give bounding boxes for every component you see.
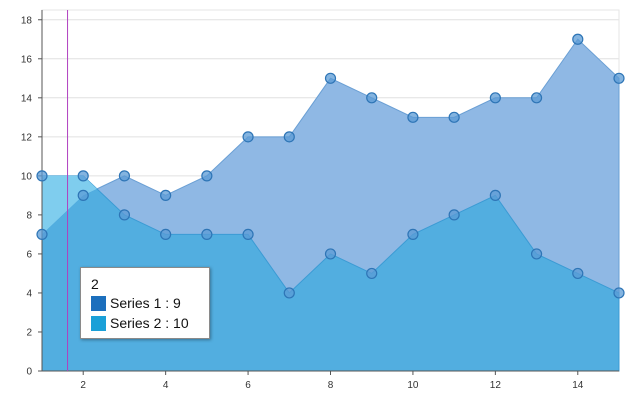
- x-tick-label-12: 12: [490, 380, 502, 391]
- series-2-point: [324, 248, 337, 260]
- x-tick-label-14: 14: [572, 380, 584, 391]
- tooltip-row-series-1: Series 1 : 9: [91, 295, 181, 311]
- series-1-point: [366, 92, 378, 104]
- tooltip-row-series-2: Series 2 : 10: [91, 315, 189, 331]
- series-2-point: [283, 287, 295, 299]
- series-1-point: [613, 72, 625, 84]
- series-1-point: [118, 170, 131, 182]
- tooltip: 2 Series 1 : 9 Series 2 : 10: [80, 267, 210, 339]
- y-tick-label-14: 14: [21, 93, 33, 104]
- y-tick-label-4: 4: [26, 288, 32, 299]
- series-1-point: [201, 170, 213, 182]
- x-tick-label-6: 6: [245, 380, 251, 391]
- x-tick-label-2: 2: [80, 380, 86, 391]
- series-2-point: [77, 170, 89, 182]
- series-1-point: [36, 228, 48, 241]
- series-2-point: [118, 209, 131, 221]
- series-2-point: [448, 209, 460, 221]
- series-1-point: [77, 189, 89, 201]
- series-1-point: [530, 92, 543, 104]
- series-2-swatch: [91, 315, 106, 331]
- y-tick-label-16: 16: [21, 54, 33, 65]
- series-1-swatch: [91, 295, 106, 311]
- series-1-point: [407, 111, 419, 123]
- y-tick-label-18: 18: [21, 15, 33, 26]
- series-1-point: [242, 131, 254, 143]
- series-2-point: [407, 228, 419, 241]
- series-1-point: [283, 131, 295, 143]
- series-2-point: [36, 170, 48, 182]
- y-tick-label-8: 8: [26, 210, 32, 221]
- y-tick-label-2: 2: [26, 327, 32, 338]
- tooltip-series-1-label: Series 1 : 9: [110, 295, 181, 311]
- x-tick-label-10: 10: [407, 380, 419, 391]
- series-2-point: [572, 267, 584, 280]
- series-2-point: [489, 189, 501, 201]
- series-2-point: [530, 248, 543, 260]
- axes: 0 2 4 6 8 10 12 14 16 18 2 4 6 8 10 12 14: [21, 10, 619, 391]
- series-2-point: [160, 228, 172, 241]
- series-1-point: [448, 111, 460, 123]
- y-tick-label-12: 12: [21, 132, 33, 143]
- data-markers: [36, 33, 625, 299]
- series-1-point: [489, 92, 501, 104]
- tooltip-series-2-label: Series 2 : 10: [110, 315, 189, 331]
- y-tick-label-10: 10: [21, 171, 33, 182]
- series-2-point: [366, 267, 378, 280]
- y-tick-label-6: 6: [26, 249, 32, 260]
- series-2-point: [242, 228, 254, 241]
- y-tick-label-0: 0: [26, 367, 32, 378]
- tooltip-title: 2: [91, 276, 99, 292]
- series-2-point: [201, 228, 213, 241]
- x-tick-label-8: 8: [328, 380, 334, 391]
- series-1-point: [324, 72, 337, 84]
- x-tick-label-4: 4: [163, 380, 169, 391]
- series-1-point: [160, 189, 172, 201]
- series-1-point: [572, 33, 584, 45]
- series-2-point: [613, 287, 625, 299]
